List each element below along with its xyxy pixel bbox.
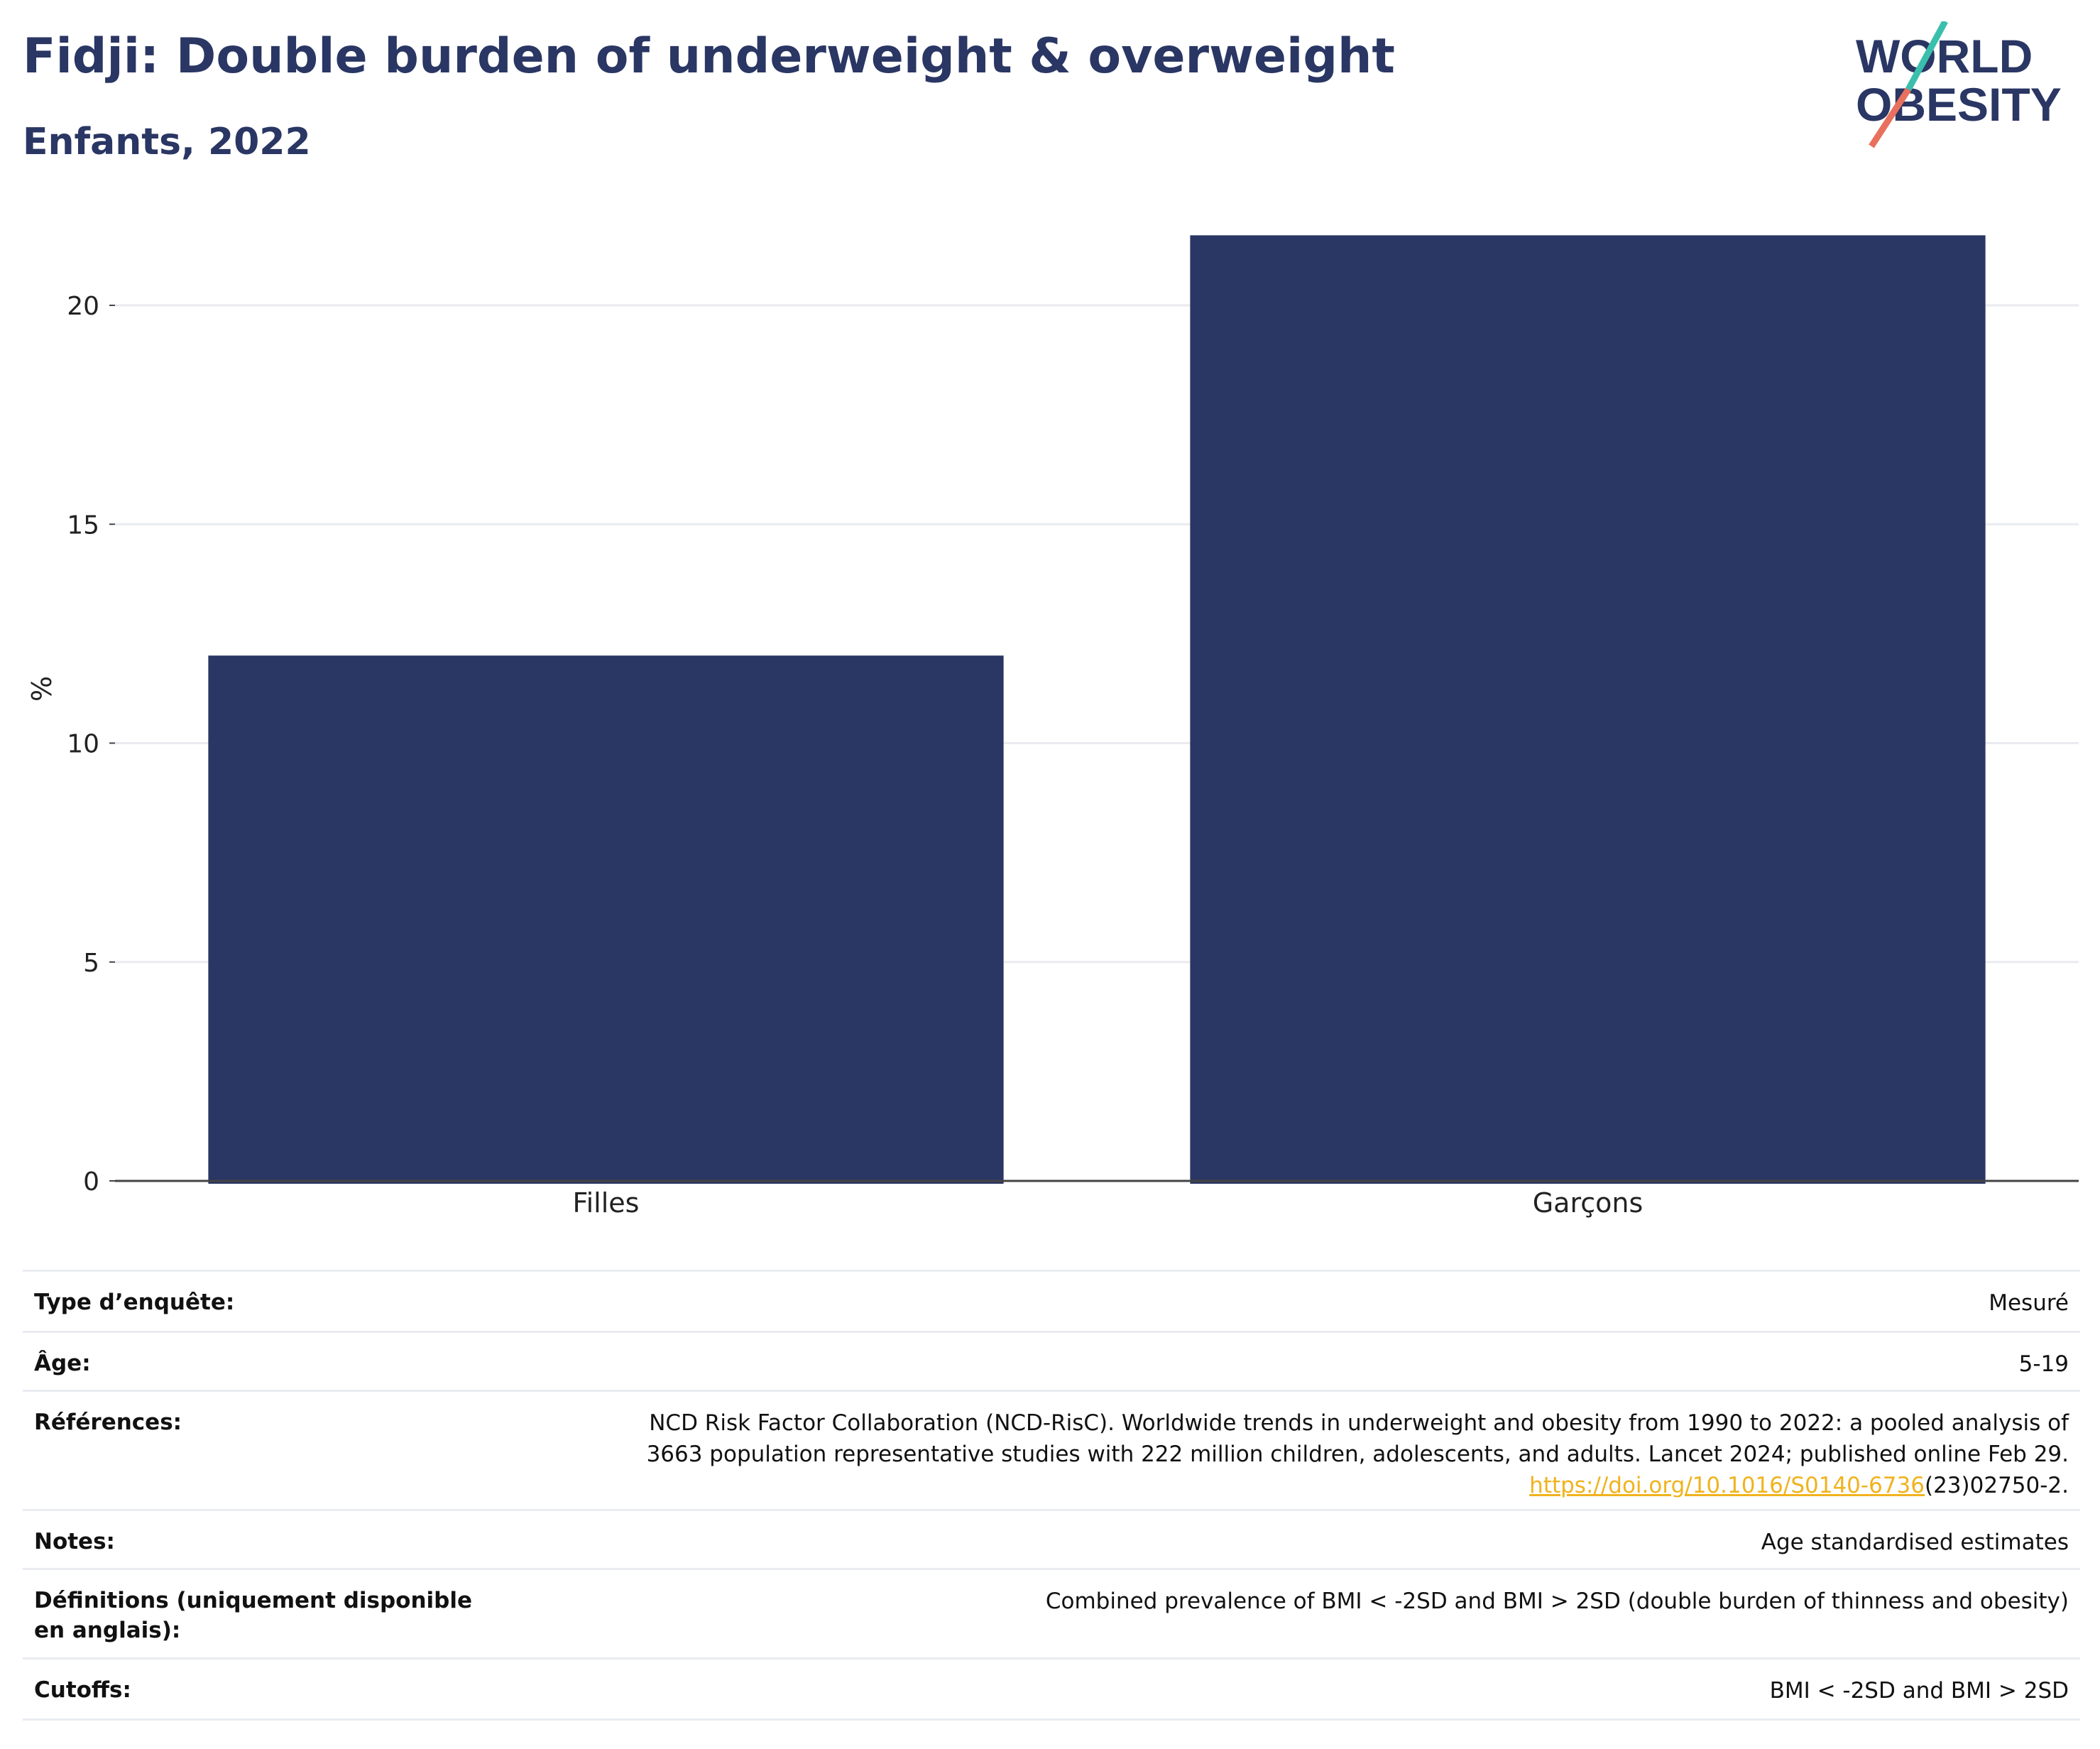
info-row-cutoffs: Cutoffs: BMI < -2SD and BMI > 2SD [23,1660,2080,1721]
x-category-labels: Filles Garçons [573,1187,1644,1219]
chart-subtitle: Enfants, 2022 [23,121,311,163]
info-key: Âge: [34,1351,91,1376]
logo-slash-top [1905,21,1948,92]
doi-link[interactable]: https://doi.org/10.1016/S0140-6736 [1529,1473,1925,1498]
logo-slash-bottom [1869,87,1911,148]
info-key: Références: [34,1410,182,1435]
y-tick-label-15: 15 [67,511,99,540]
y-tick-labels: 0 5 10 15 20 [67,292,115,1197]
info-value: Mesuré [1989,1290,2069,1316]
y-tick-label-5: 5 [83,949,99,978]
info-table: Type d’enquête: Mesuré Âge: 5-19 Référen… [23,1270,2080,1721]
y-axis-title: % [26,676,58,702]
info-row-notes: Notes: Age standardised estimates [23,1511,2080,1570]
info-row-survey-type: Type d’enquête: Mesuré [23,1272,2080,1333]
info-key: Notes: [34,1529,115,1554]
doi-suffix: (23)02750-2. [1924,1473,2069,1498]
info-value: BMI < -2SD and BMI > 2SD [1769,1678,2069,1704]
reference-line-1: NCD Risk Factor Collaboration (NCD-RisC)… [649,1410,2069,1436]
reference-line-3: https://doi.org/10.1016/S0140-6736(23)02… [531,1470,2069,1501]
info-key: Définitions (uniquement disponible en an… [34,1588,473,1643]
chart-title: Fidji: Double burden of underweight & ov… [23,28,1395,85]
y-tick-label-0: 0 [83,1167,99,1197]
info-row-references: Références: NCD Risk Factor Collaboratio… [23,1392,2080,1511]
bar-garcons[interactable] [1190,235,1986,1184]
logo-word-world: WORLD [1856,30,2033,82]
reference-line-2: 3663 population representative studies w… [646,1442,2069,1467]
x-category-label-filles: Filles [573,1187,640,1219]
world-obesity-logo[interactable]: WORLD OBESITY [1846,21,2080,149]
info-key: Cutoffs: [34,1677,131,1703]
info-value: Combined prevalence of BMI < -2SD and BM… [1045,1589,2069,1614]
bars [208,235,1986,1184]
info-row-definitions: Définitions (uniquement disponible en an… [23,1570,2080,1660]
y-tick-label-20: 20 [67,292,99,321]
y-tick-label-10: 10 [67,730,99,759]
bar-filles[interactable] [208,655,1004,1184]
info-value: 5-19 [2018,1351,2069,1377]
info-row-age: Âge: 5-19 [23,1333,2080,1392]
info-key: Type d’enquête: [34,1290,235,1315]
bar-chart: 0 5 10 15 20 Filles Garçons % [26,235,2079,1219]
info-value: NCD Risk Factor Collaboration (NCD-RisC)… [503,1407,2069,1501]
info-value: Age standardised estimates [1761,1530,2069,1555]
x-category-label-garcons: Garçons [1533,1187,1644,1219]
